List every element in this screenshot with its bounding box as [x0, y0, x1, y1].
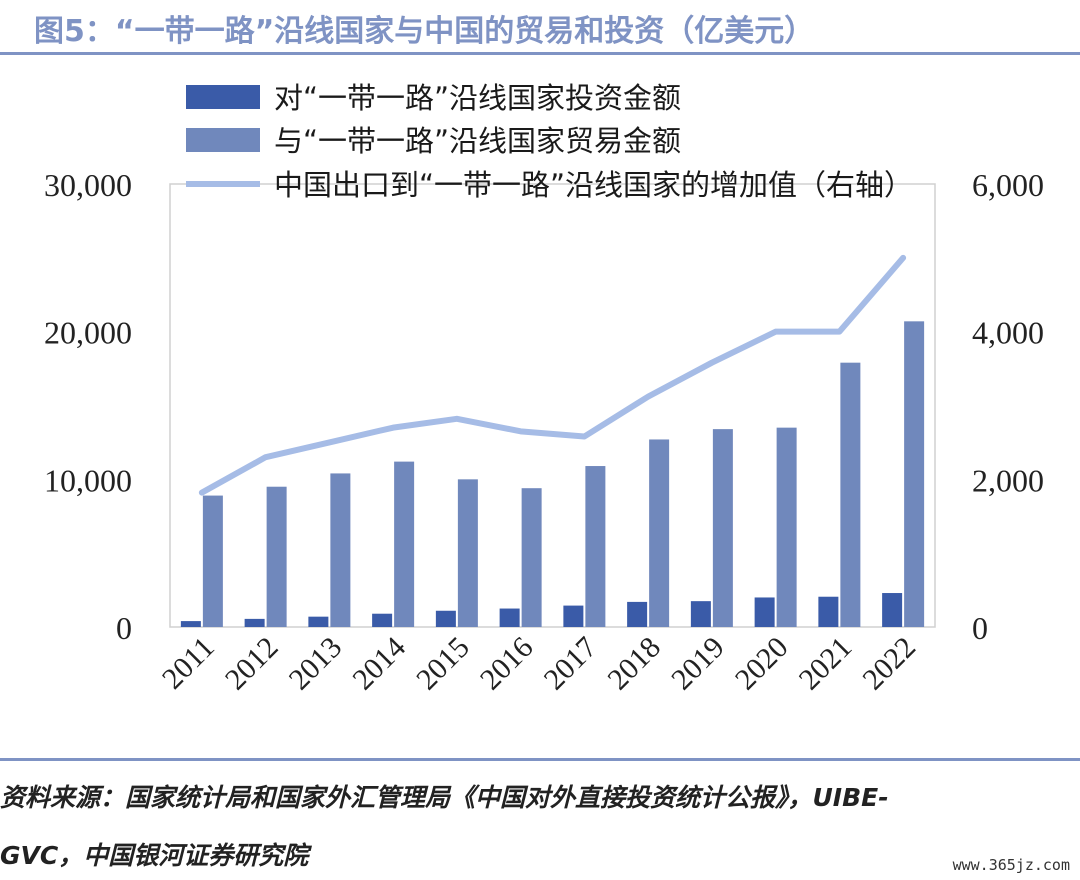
trade-bar — [457, 479, 478, 627]
investment-bar — [372, 613, 393, 627]
x-tick-label: 2020 — [729, 631, 795, 697]
y-left-tick-label: 30,000 — [44, 167, 132, 203]
investment-bar — [435, 610, 456, 627]
plot-frame — [169, 183, 936, 628]
trade-bar — [840, 362, 861, 627]
bottom-divider — [0, 758, 1080, 761]
y-right-tick-label: 2,000 — [972, 462, 1044, 498]
x-tick-label: 2016 — [474, 631, 540, 697]
title-divider — [0, 52, 1080, 55]
legend-label: 对“一带一路”沿线国家投资金额 — [274, 81, 681, 115]
trade-bar — [585, 466, 606, 627]
trade-bar — [521, 488, 542, 627]
y-left-tick-label: 10,000 — [44, 462, 132, 498]
x-tick-label: 2022 — [856, 631, 922, 697]
source-line-2: GVC，中国银河证券研究院 — [0, 841, 309, 870]
investment-bar — [563, 605, 584, 627]
investment-bar — [308, 616, 329, 627]
trade-bar — [712, 429, 733, 627]
x-tick-label: 2021 — [793, 631, 859, 697]
x-tick-label: 2018 — [601, 631, 667, 697]
x-tick-label: 2015 — [410, 631, 476, 697]
trade-bar — [394, 461, 415, 627]
y-right-tick-label: 0 — [972, 610, 988, 646]
trade-bar — [266, 486, 287, 627]
y-right-tick-label: 4,000 — [972, 315, 1044, 351]
y-right-tick-label: 6,000 — [972, 167, 1044, 203]
value-added-line — [198, 254, 907, 496]
investment-bar — [754, 597, 775, 627]
x-tick-label: 2011 — [156, 631, 221, 696]
x-tick-label: 2017 — [538, 631, 604, 697]
investment-bar — [244, 618, 265, 627]
x-tick-label: 2014 — [346, 631, 412, 697]
legend-label: 与“一带一路”沿线国家贸易金额 — [274, 124, 681, 158]
trade-bar — [904, 321, 925, 627]
x-tick-label: 2019 — [665, 631, 731, 697]
investment-bar — [818, 596, 839, 627]
y-left-tick-label: 20,000 — [44, 315, 132, 351]
trade-bar — [649, 439, 670, 627]
legend-label: 中国出口到“一带一路”沿线国家的增加值（右轴） — [274, 168, 913, 202]
trade-bar — [330, 473, 351, 627]
investment-bar — [499, 608, 520, 627]
chart-title: 图5：“一带一路”沿线国家与中国的贸易和投资（亿美元） — [34, 14, 815, 49]
y-left-tick-label: 0 — [116, 610, 132, 646]
x-tick-label: 2013 — [283, 631, 349, 697]
trade-bar — [776, 427, 797, 627]
investment-bar — [180, 621, 201, 627]
source-line-1: 资料来源：国家统计局和国家外汇管理局《中国对外直接投资统计公报》，UIBE- — [0, 783, 889, 812]
chart-svg: 010,00020,00030,00002,0004,0006,00020112… — [44, 81, 1044, 697]
investment-bar — [690, 601, 711, 627]
legend-swatch — [186, 85, 260, 109]
legend-swatch — [186, 128, 260, 152]
x-tick-label: 2012 — [219, 631, 285, 697]
trade-bar — [202, 495, 223, 627]
investment-bar — [882, 593, 903, 627]
investment-bar — [627, 601, 648, 627]
watermark: www.365jz.com — [952, 856, 1070, 874]
